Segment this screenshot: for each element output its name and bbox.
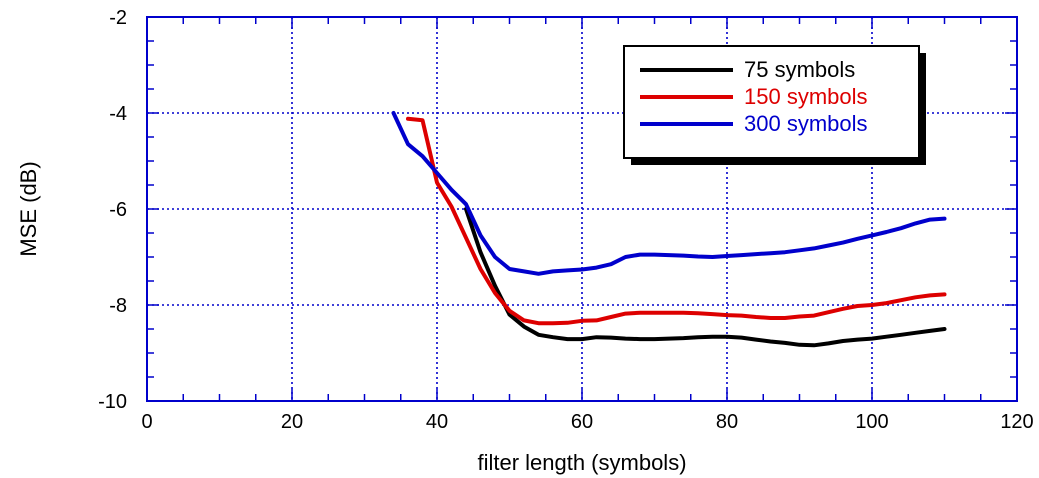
y-axis-title: MSE (dB)	[16, 161, 41, 256]
legend-label: 75 symbols	[744, 57, 855, 82]
x-tick-label: 20	[281, 411, 303, 433]
tick-label-layer: 0 20 40 60 80 100 120 -10 -8 -6 -4 -2	[98, 7, 1034, 433]
series-line-3	[391, 111, 947, 276]
series-line-1	[464, 207, 947, 348]
x-tick-label: 60	[571, 411, 593, 433]
y-tick-label: -6	[109, 199, 127, 221]
legend-box	[623, 45, 920, 159]
x-axis-title: filter length (symbols)	[477, 450, 686, 475]
x-tick-label: 0	[141, 411, 152, 433]
y-tick-label: -2	[109, 7, 127, 29]
plot-frame	[146, 16, 1018, 402]
legend-label: 150 symbols	[744, 84, 868, 109]
series-line-2	[406, 116, 947, 326]
legend-label: 300 symbols	[744, 111, 868, 136]
y-tick-label: -10	[98, 391, 127, 413]
y-tick-label: -4	[109, 103, 127, 125]
series-layer	[391, 111, 947, 348]
y-tick-label: -8	[109, 295, 127, 317]
x-tick-label: 100	[855, 411, 888, 433]
x-tick-label: 40	[426, 411, 448, 433]
x-tick-label: 80	[716, 411, 738, 433]
x-tick-label: 120	[1000, 411, 1033, 433]
